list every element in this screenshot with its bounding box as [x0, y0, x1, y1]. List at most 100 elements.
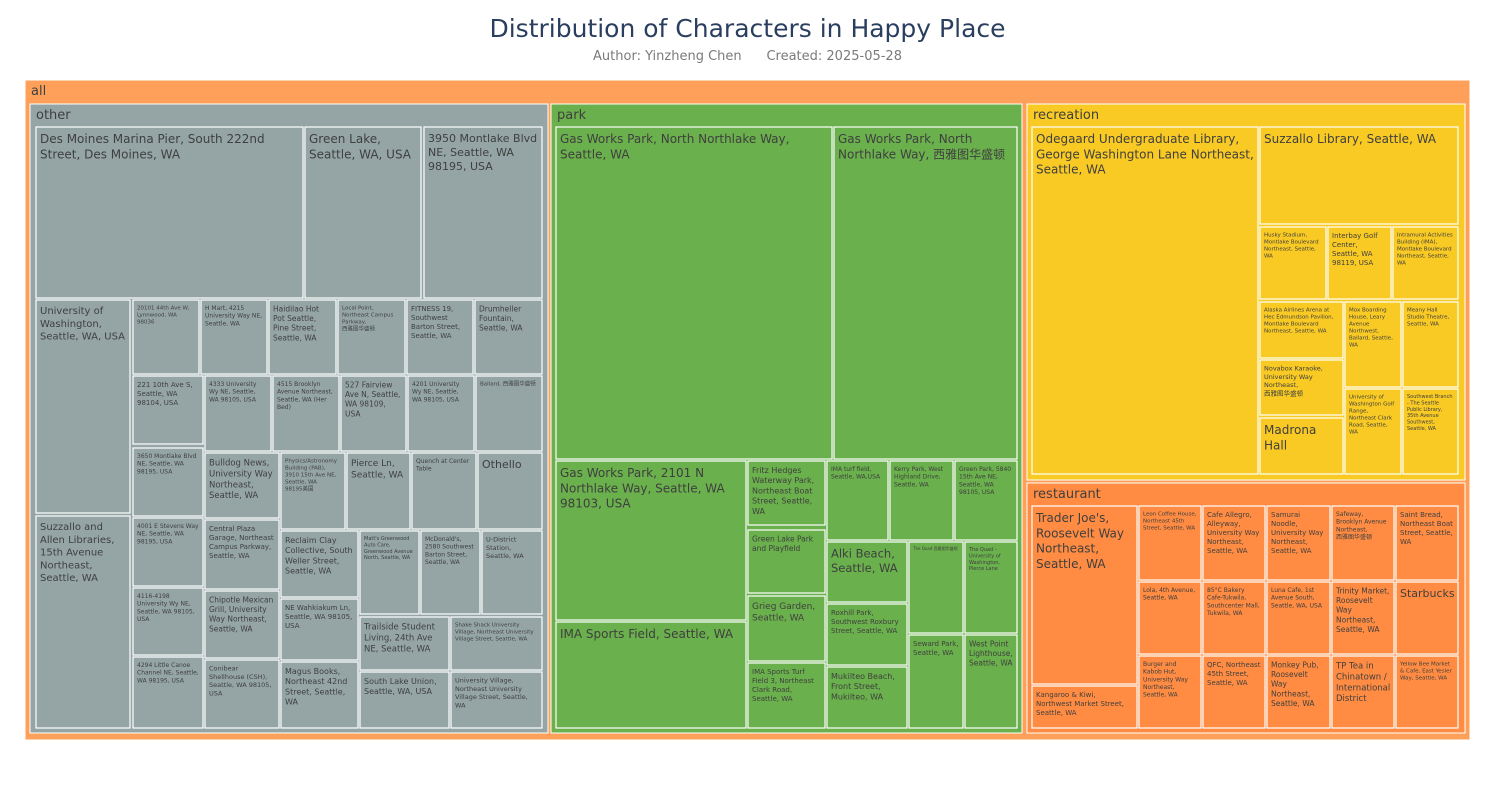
treemap-leaf[interactable]	[826, 603, 908, 666]
treemap-leaf[interactable]	[555, 126, 833, 460]
treemap-leaf[interactable]	[272, 375, 340, 452]
treemap-leaf[interactable]	[406, 299, 474, 375]
treemap-leaf[interactable]	[359, 671, 450, 729]
treemap-leaf[interactable]	[908, 541, 964, 634]
treemap-leaf[interactable]	[304, 126, 422, 299]
treemap-leaf[interactable]	[1031, 126, 1259, 475]
treemap-leaf[interactable]	[747, 460, 826, 526]
treemap-leaf[interactable]	[1259, 301, 1344, 359]
treemap-leaf[interactable]	[132, 299, 200, 375]
treemap-leaf[interactable]	[475, 375, 543, 452]
treemap-leaf-label: The Quad 西雅图华盛顿	[912, 545, 958, 551]
treemap-leaf[interactable]	[407, 375, 475, 452]
treemap-leaf[interactable]	[474, 299, 543, 375]
treemap-leaf[interactable]	[280, 598, 359, 661]
treemap-leaf[interactable]	[481, 530, 543, 615]
treemap-leaf[interactable]	[204, 375, 272, 452]
treemap-leaf[interactable]	[204, 519, 280, 590]
treemap-leaf[interactable]	[280, 452, 346, 530]
treemap-leaf[interactable]	[280, 661, 359, 729]
treemap-leaf[interactable]	[477, 452, 543, 530]
treemap-leaf-label: IMA turf field, Seattle, WA,USA	[831, 466, 881, 481]
treemap-leaf[interactable]	[280, 530, 359, 598]
treemap-leaf[interactable]	[411, 452, 477, 530]
treemap-leaf-label: Husky Stadium, Montlake Boulevard Northeas…	[1264, 233, 1319, 260]
treemap-leaf[interactable]	[132, 587, 204, 656]
treemap-leaf[interactable]	[1402, 301, 1459, 388]
treemap-leaf[interactable]	[833, 126, 1018, 460]
treemap-leaf[interactable]	[1331, 505, 1395, 581]
treemap-leaf-label: Seward Park, Seattle, WA	[913, 640, 959, 657]
treemap-leaf[interactable]	[1259, 417, 1344, 475]
treemap-leaf[interactable]	[1202, 655, 1266, 729]
treemap-leaf-label: H Mart, 4215 University Way NE, Seattle, W…	[205, 305, 262, 327]
treemap-leaf[interactable]	[1344, 301, 1402, 388]
treemap-leaf[interactable]	[132, 517, 204, 587]
chart-subtitle: Author: Yinzheng Chen Created: 2025-05-2…	[0, 49, 1495, 64]
treemap-leaf-label: 4001 E Stevens Way NE, Seattle, WA 98195, …	[137, 523, 199, 545]
treemap-leaf[interactable]	[1202, 505, 1266, 581]
treemap-leaf-label: IMA Sports Turf Field 3, Northeast Clark R…	[752, 668, 814, 703]
treemap-leaf[interactable]	[359, 616, 450, 671]
treemap-leaf-label: 4294 Little Canoe Channel NE, Seattle, WA …	[137, 662, 199, 684]
treemap-leaf[interactable]	[1266, 505, 1331, 581]
treemap-leaf[interactable]	[420, 530, 481, 615]
treemap-leaf[interactable]	[1395, 581, 1459, 655]
treemap-leaf[interactable]	[1331, 655, 1395, 729]
treemap-leaf[interactable]	[132, 656, 204, 729]
treemap-leaf[interactable]	[423, 126, 543, 299]
treemap-leaf[interactable]	[1395, 655, 1459, 729]
treemap-leaf-label: Green Park, 5840 15th Ave NE, Seattle, WA 9…	[959, 466, 1011, 496]
treemap-leaf-label: Magus Books, Northeast 42nd Street, Seattl…	[285, 667, 347, 707]
treemap-leaf[interactable]	[1327, 226, 1392, 300]
treemap-leaf[interactable]	[1202, 581, 1266, 655]
treemap-leaf[interactable]	[450, 616, 543, 671]
treemap-leaf[interactable]	[747, 595, 826, 662]
treemap-leaf[interactable]	[1344, 388, 1402, 475]
treemap-leaf[interactable]	[1259, 359, 1344, 416]
treemap-leaf[interactable]	[1031, 685, 1138, 729]
treemap-leaf[interactable]	[450, 671, 543, 729]
treemap-leaf[interactable]	[1259, 126, 1459, 225]
treemap-leaf[interactable]	[826, 541, 908, 603]
treemap-leaf[interactable]	[1395, 505, 1459, 581]
treemap-leaf[interactable]	[204, 590, 280, 659]
treemap-leaf-label: 4515 Brooklyn Avenue Northeast, Seattle, W…	[277, 381, 333, 411]
treemap-leaf[interactable]	[1031, 505, 1138, 685]
treemap-leaf[interactable]	[747, 529, 826, 594]
treemap-leaf[interactable]	[1138, 505, 1202, 581]
treemap-leaf-label: Luna Cafe, 1st Avenue South, Seattle, WA, …	[1271, 587, 1323, 609]
treemap-leaf[interactable]	[555, 621, 747, 729]
treemap-leaf[interactable]	[346, 452, 411, 530]
treemap-leaf[interactable]	[204, 452, 280, 519]
treemap-leaf[interactable]	[204, 659, 280, 729]
treemap-leaf[interactable]	[359, 530, 420, 615]
treemap-leaf[interactable]	[747, 662, 826, 729]
treemap-leaf[interactable]	[908, 634, 964, 729]
treemap-leaf[interactable]	[555, 460, 747, 621]
treemap-leaf[interactable]	[1138, 655, 1202, 729]
treemap-leaf[interactable]	[1259, 226, 1327, 300]
treemap-leaf[interactable]	[964, 541, 1018, 634]
treemap-leaf[interactable]	[1266, 581, 1331, 655]
treemap-leaf[interactable]	[35, 126, 304, 299]
treemap-leaf[interactable]	[132, 447, 204, 517]
treemap-leaf[interactable]	[268, 299, 337, 375]
treemap-leaf[interactable]	[889, 460, 954, 541]
treemap-leaf[interactable]	[1331, 581, 1395, 655]
treemap-leaf[interactable]	[964, 634, 1018, 729]
treemap-leaf[interactable]	[954, 460, 1018, 541]
treemap-leaf[interactable]	[1138, 581, 1202, 655]
treemap-leaf[interactable]	[1266, 655, 1331, 729]
treemap-leaf-label: Ballard, 西雅图华盛顿	[480, 380, 536, 388]
treemap-leaf[interactable]	[340, 375, 407, 452]
treemap-leaf[interactable]	[826, 460, 889, 541]
treemap-leaf[interactable]	[1402, 388, 1459, 475]
treemap-leaf[interactable]	[35, 515, 131, 729]
treemap-leaf[interactable]	[1392, 226, 1459, 300]
treemap-leaf[interactable]	[337, 299, 406, 375]
treemap-leaf[interactable]	[132, 375, 204, 445]
treemap-leaf[interactable]	[826, 666, 908, 729]
treemap-leaf[interactable]	[200, 299, 268, 375]
treemap-leaf[interactable]	[35, 299, 131, 514]
